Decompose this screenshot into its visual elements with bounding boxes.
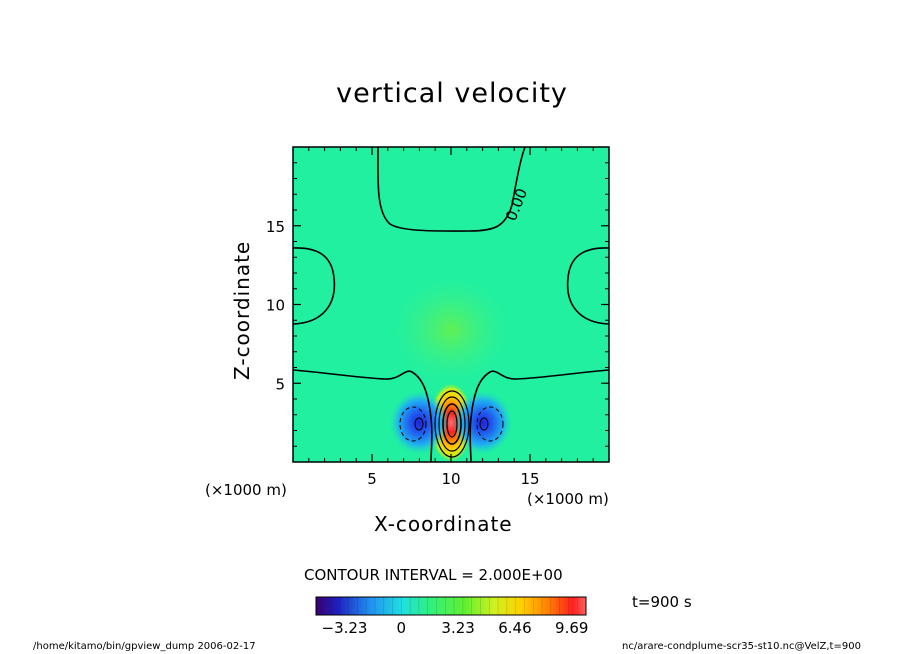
downdraft-region-1 — [389, 390, 450, 455]
colorbar-tick-label: 9.69 — [555, 619, 588, 637]
colorbar-tick-labels: −3.23 0 3.23 6.46 9.69 — [322, 619, 589, 637]
chart-title: vertical velocity — [336, 78, 568, 109]
updraft-contour-1 — [434, 390, 470, 458]
axis-ticks — [293, 147, 609, 462]
downdraft-contour-right — [476, 406, 504, 442]
features-layer — [389, 382, 513, 462]
x-unit-label: (×1000 m) — [527, 490, 609, 508]
x-tick-label: 5 — [367, 470, 377, 488]
time-label: t=900 s — [632, 593, 692, 611]
updraft-contour-4 — [446, 410, 458, 438]
y-axis-label: Z-coordinate — [230, 240, 254, 380]
y-tick-label: 15 — [266, 218, 285, 236]
colorbar-tick-label: 0 — [397, 619, 407, 637]
colorbar-tick-label: −3.23 — [322, 619, 368, 637]
x-axis-label: X-coordinate — [374, 512, 513, 536]
axis-tick-labels: 5 10 15 5 10 15 — [266, 218, 540, 488]
contour-interval-label: CONTOUR INTERVAL = 2.000E+00 — [304, 566, 563, 584]
zero-contour-right — [566, 247, 609, 325]
updraft-contour-2 — [438, 396, 466, 452]
colorbar-tick-label: 3.23 — [441, 619, 474, 637]
colorbar-tick-label: 6.46 — [498, 619, 531, 637]
y-tick-label: 5 — [275, 375, 285, 393]
downdraft-core-right — [479, 417, 489, 431]
footer-right: nc/arare-condplume-scr35-st10.nc@VelZ,t=… — [622, 641, 861, 652]
x-tick-label: 15 — [520, 470, 539, 488]
updraft-contour-3 — [442, 403, 462, 445]
colorbar — [315, 596, 587, 616]
zero-contour-top — [377, 147, 526, 232]
y-tick-label: 10 — [266, 297, 285, 315]
downdraft-contour-left — [399, 406, 427, 442]
zero-contour-lower-left — [293, 369, 433, 462]
zero-contour-lower-right — [469, 369, 609, 462]
z-unit-label: (×1000 m) — [205, 481, 287, 499]
zero-contour-left — [293, 247, 336, 325]
x-tick-label: 10 — [441, 470, 460, 488]
field-halo — [391, 275, 511, 385]
colorbar-level-lines — [321, 597, 587, 615]
downdraft-core-left — [414, 417, 424, 431]
footer-left: /home/kitamo/bin/gpview_dump 2006-02-17 — [33, 641, 256, 652]
